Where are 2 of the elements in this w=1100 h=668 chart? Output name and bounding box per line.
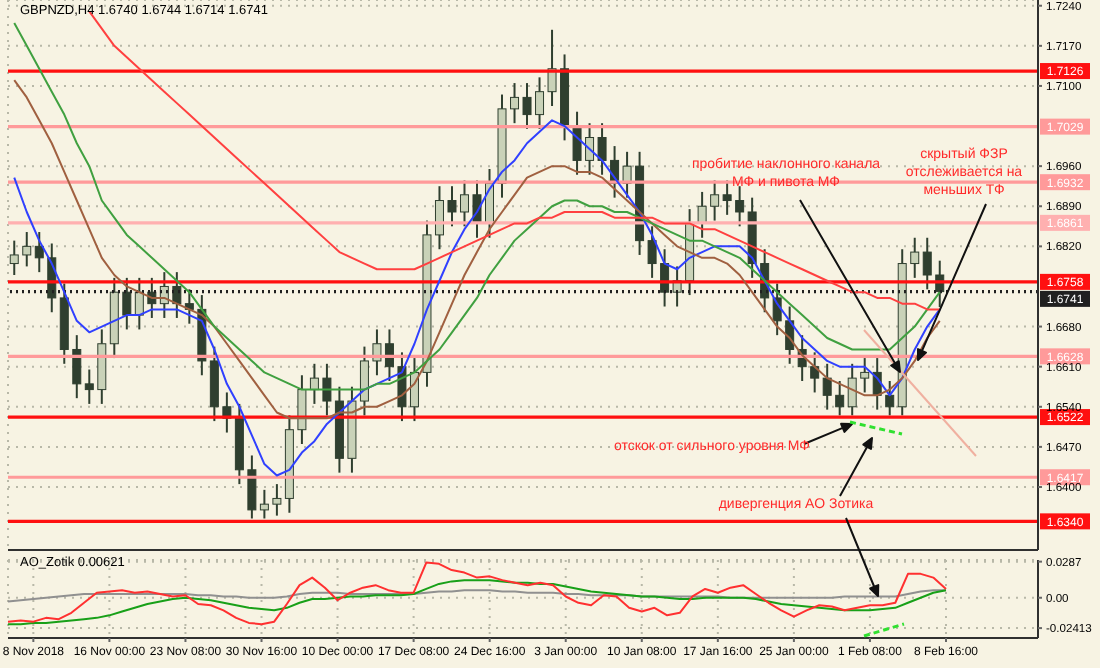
line-series xyxy=(7,579,947,626)
candlestick xyxy=(34,231,44,274)
